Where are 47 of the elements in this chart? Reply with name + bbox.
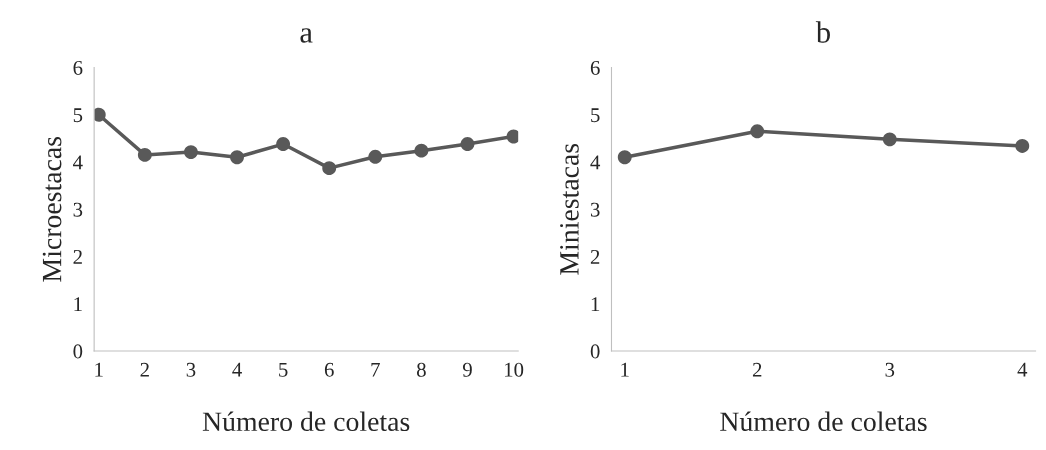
x-tick-label: 6 [324, 362, 334, 377]
y-axis-title: Microestacas [42, 136, 62, 282]
chart-title: b [815, 21, 830, 43]
x-tick-label: 2 [752, 362, 762, 377]
y-tick-label: 3 [73, 202, 83, 217]
point [322, 161, 337, 176]
point [368, 149, 383, 164]
y-axis-title: Miniestacas [560, 143, 579, 275]
point [460, 137, 475, 151]
y-tick-label: 5 [591, 108, 600, 123]
y-tick-label: 3 [590, 202, 600, 217]
y-tick-label: 2 [73, 249, 82, 264]
y-tick-label: 0 [73, 344, 83, 359]
x-tick-label: 9 [462, 362, 472, 377]
point [414, 143, 429, 158]
x-tick-label: 5 [279, 362, 288, 377]
point [882, 132, 897, 147]
point [230, 150, 244, 165]
point [276, 137, 291, 151]
point [1015, 138, 1030, 153]
x-axis-title: Número de coletas [202, 411, 410, 432]
x-tick-label: 8 [416, 362, 426, 377]
y-tick-label: 4 [590, 155, 601, 170]
x-tick-label: 1 [621, 362, 629, 377]
point [750, 124, 765, 139]
x-tick-label: 2 [140, 362, 149, 377]
y-tick-label: 5 [73, 108, 83, 123]
x-tick-label: 7 [371, 362, 380, 377]
y-tick-label: 1 [591, 297, 600, 311]
y-tick-label: 2 [590, 249, 600, 264]
x-tick-label: 4 [232, 362, 242, 377]
point [137, 147, 152, 162]
y-tick-label: 6 [73, 60, 83, 75]
x-tick-label: 3 [885, 362, 895, 377]
x-tick-label: 10 [505, 362, 524, 377]
x-tick-label: 4 [1017, 362, 1028, 377]
point [617, 150, 632, 165]
y-tick-label: 4 [73, 155, 83, 170]
x-axis-title: Número de coletas [720, 411, 927, 432]
y-tick-label: 6 [590, 60, 600, 75]
point [183, 145, 198, 160]
point [506, 129, 519, 144]
y-tick-label: 1 [74, 297, 82, 311]
x-tick-label: 1 [95, 362, 103, 377]
x-tick-label: 3 [186, 362, 196, 377]
y-tick-label: 0 [590, 344, 600, 359]
chart-title: a [300, 28, 313, 43]
